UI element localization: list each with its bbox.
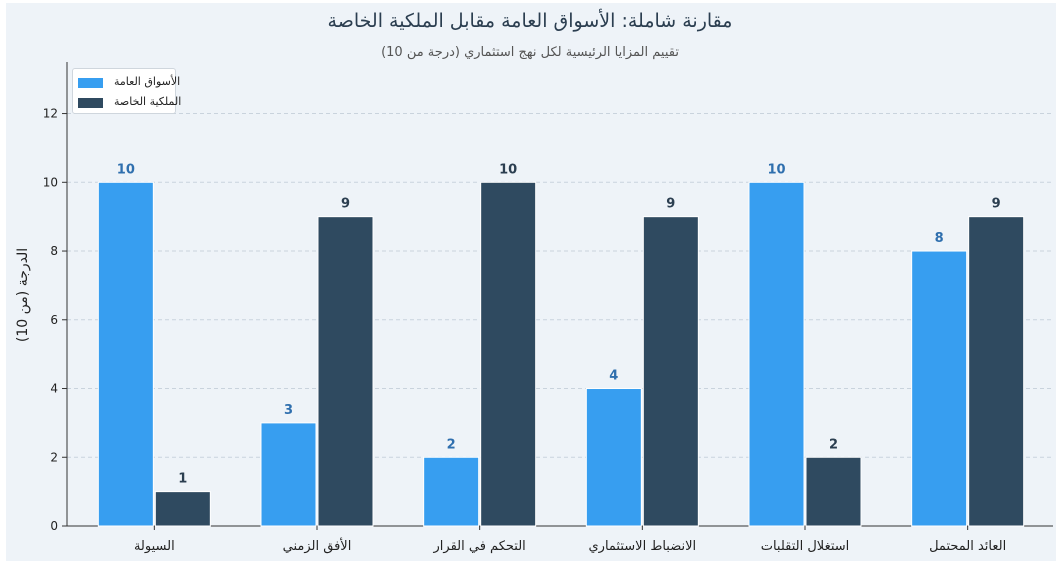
x-tick-label-4: استغلال التقلبات <box>761 539 850 554</box>
bar-private-1 <box>317 216 374 527</box>
x-tick-label-5: العائد المحتمل <box>929 539 1006 554</box>
data-label-public-1: 3 <box>284 403 293 418</box>
x-tick-label-1: الأفق الزمني <box>283 537 352 554</box>
data-label-private-4: 2 <box>829 437 838 452</box>
legend-item-public-markets: الأسواق العامة <box>78 75 180 91</box>
legend-item-private-ownership: الملكية الخاصة <box>78 95 181 111</box>
data-label-public-5: 8 <box>935 231 944 246</box>
data-label-private-3: 9 <box>666 197 675 212</box>
bar-private-4 <box>805 456 862 527</box>
data-label-public-0: 10 <box>117 162 135 177</box>
bar-public-4 <box>748 181 805 527</box>
y-tick-label-4: 4 <box>50 382 58 396</box>
bar-private-5 <box>968 216 1025 527</box>
data-label-public-4: 10 <box>767 162 785 177</box>
legend-swatch-private-ownership <box>78 98 103 108</box>
y-tick-label-6: 6 <box>50 313 58 327</box>
x-tick-label-3: الانضباط الاستثماري <box>589 539 697 554</box>
data-label-private-2: 10 <box>499 162 517 177</box>
y-tick-label-10: 10 <box>43 175 58 189</box>
data-label-private-0: 1 <box>178 472 187 487</box>
chart-title: مقارنة شاملة: الأسواق العامة مقابل الملك… <box>327 10 733 32</box>
bar-public-0 <box>97 181 154 527</box>
legend: الأسواق العامة الملكية الخاصة <box>72 68 181 114</box>
bar-private-3 <box>642 216 699 527</box>
chart-subtitle: تقييم المزايا الرئيسية لكل نهج استثماري … <box>381 45 679 60</box>
y-tick-label-0: 0 <box>50 519 58 533</box>
bar-public-2 <box>423 456 480 527</box>
y-tick-label-8: 8 <box>50 244 58 258</box>
y-tick-label-12: 12 <box>43 107 58 121</box>
bar-public-3 <box>585 388 642 527</box>
legend-swatch-public-markets <box>78 78 103 88</box>
x-tick-label-0: السيولة <box>134 539 175 554</box>
bar-private-0 <box>154 491 211 527</box>
x-tick-label-2: التحكم في القرار <box>433 539 526 554</box>
data-label-public-2: 2 <box>447 437 456 452</box>
data-label-private-5: 9 <box>992 197 1001 212</box>
data-label-private-1: 9 <box>341 197 350 212</box>
bar-private-2 <box>480 181 537 527</box>
legend-label-private-ownership: الملكية الخاصة <box>114 95 182 108</box>
bar-public-1 <box>260 422 317 527</box>
legend-label-public-markets: الأسواق العامة <box>114 75 181 88</box>
data-label-public-3: 4 <box>609 369 618 384</box>
bar-public-5 <box>911 250 968 527</box>
y-tick-label-2: 2 <box>50 450 58 464</box>
